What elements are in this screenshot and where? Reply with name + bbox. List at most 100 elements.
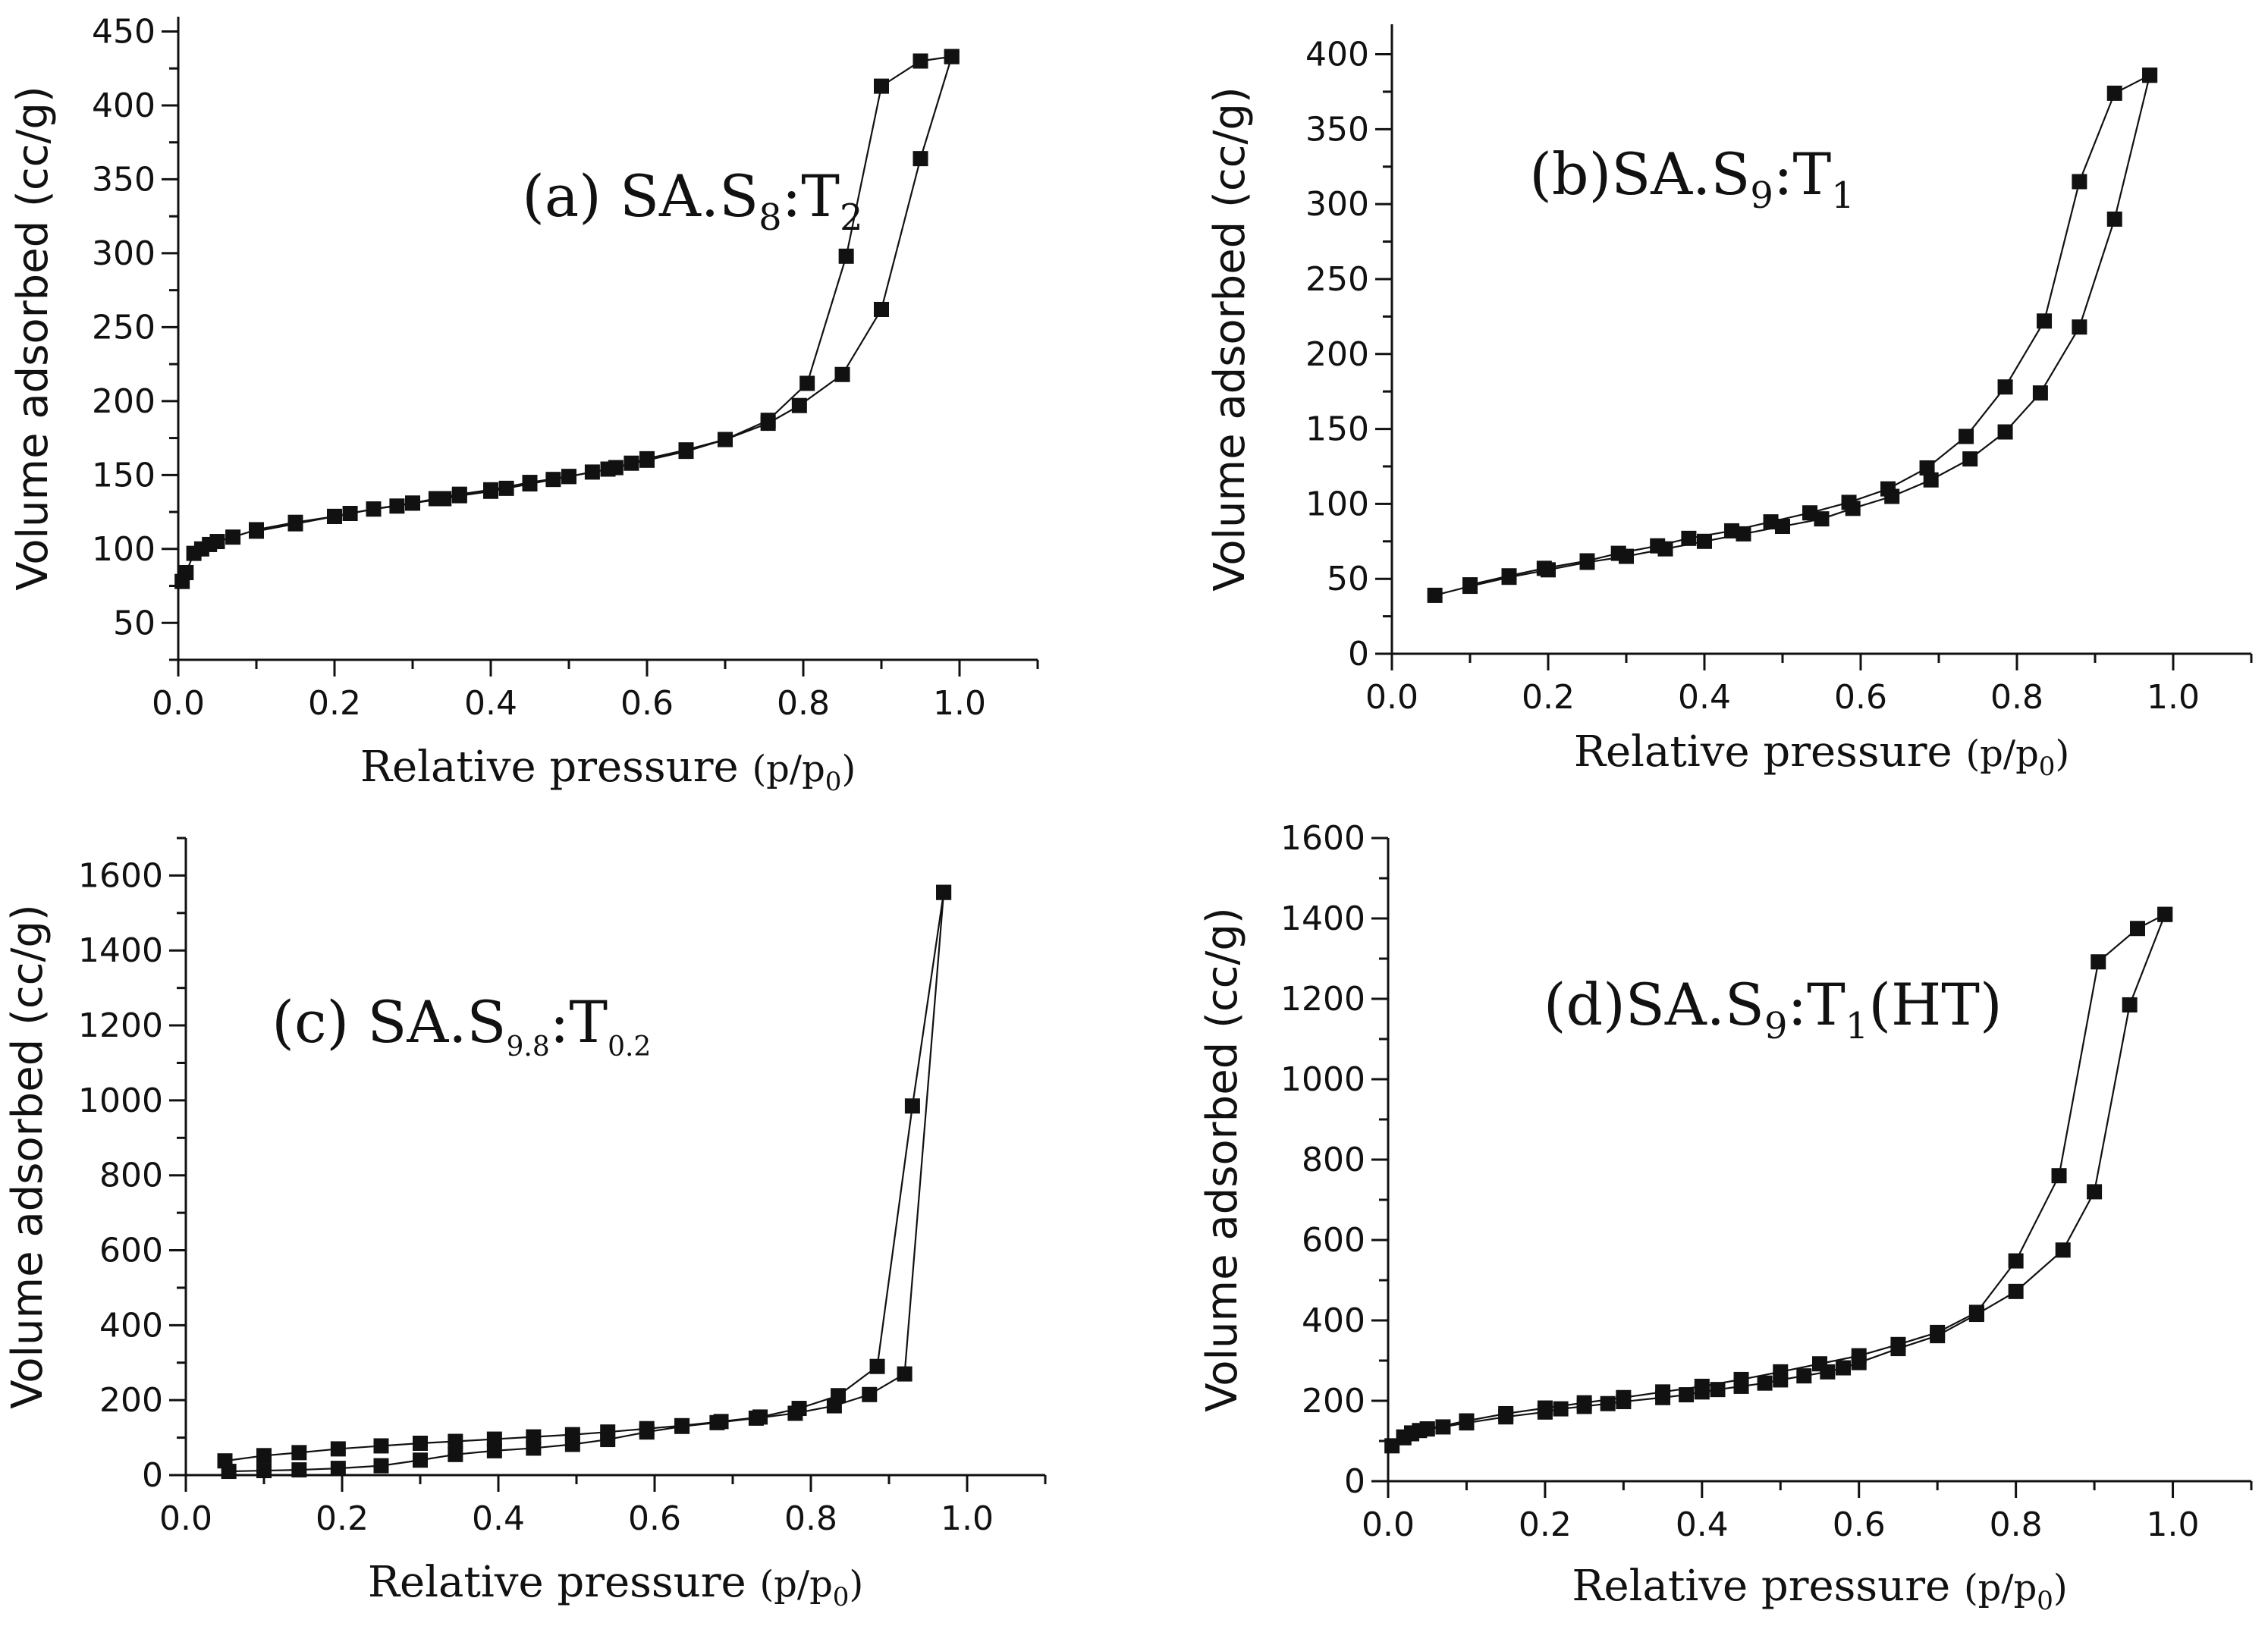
x-tick-label: 0.4 xyxy=(1678,678,1731,717)
title-tail: (HT) xyxy=(1868,971,2002,1038)
x-title-close: ) xyxy=(849,1563,863,1606)
y-tick-label: 0 xyxy=(142,1456,163,1495)
y-tick-label: 800 xyxy=(1302,1141,1365,1179)
x-title-main: Relative pressure xyxy=(1574,727,1966,777)
desorption-point xyxy=(291,1445,307,1461)
desorption-point xyxy=(913,53,928,69)
adsorption-point xyxy=(1962,451,1978,467)
x-axis-title: Relative pressure (p/p0) xyxy=(1572,1562,2067,1616)
desorption-point xyxy=(2008,1253,2024,1269)
y-axis-title: Volume adsorbed (cc/g) xyxy=(3,904,52,1408)
chart-panel-b: 0.0 0.2 0.4 0.6 0.8 1.0 0 50 100 150 200 250 300 350 4… xyxy=(1205,24,2253,782)
y-tick-label: 1400 xyxy=(78,931,163,970)
title-main: (c) SA.S xyxy=(272,988,506,1056)
y-tick-label: 1200 xyxy=(78,1006,163,1045)
y-tick-label: 200 xyxy=(1305,335,1369,374)
y-tick-label: 400 xyxy=(1305,36,1369,74)
adsorption-line xyxy=(228,892,945,1473)
x-title-paren: (p/p xyxy=(1964,1567,2037,1609)
y-tick-label: 800 xyxy=(99,1157,163,1195)
desorption-point xyxy=(2091,954,2106,970)
desorption-point xyxy=(1841,494,1857,510)
adsorption-point xyxy=(1553,1401,1569,1417)
y-tick-label: 200 xyxy=(1302,1382,1365,1421)
adsorption-point xyxy=(373,1458,389,1474)
desorption-point xyxy=(2157,906,2173,922)
y-tick-label: 400 xyxy=(92,86,155,125)
desorption-point xyxy=(1851,1348,1867,1364)
desorption-point xyxy=(1576,1395,1592,1411)
x-tick-label: 1.0 xyxy=(941,1499,994,1538)
y-tick-label: 1600 xyxy=(78,856,163,895)
y-tick-label: 350 xyxy=(1305,110,1369,149)
desorption-point xyxy=(1419,1421,1435,1437)
y-axis-title: Volume adsorbed (cc/g) xyxy=(1198,907,1247,1411)
x-tick-label: 0.2 xyxy=(316,1499,369,1538)
x-tick-label: 0.6 xyxy=(620,684,674,723)
y-tick-label: 0 xyxy=(1348,635,1369,673)
y-tick-label: 50 xyxy=(113,604,155,642)
title-main: (a) SA.S xyxy=(522,162,759,230)
desorption-point xyxy=(718,432,733,447)
desorption-point xyxy=(799,375,815,391)
x-title-close: ) xyxy=(841,748,856,790)
desorption-point xyxy=(483,482,498,498)
desorption-point xyxy=(526,1429,542,1445)
x-title-close: ) xyxy=(2053,1567,2068,1609)
desorption-point xyxy=(217,1453,233,1469)
title-subscript-1: 9.8 xyxy=(507,1031,550,1063)
desorption-point xyxy=(944,49,960,64)
chart-panel-a: 0.0 0.2 0.4 0.6 0.8 1.0 50 100 150 200 250 300 350 40… xyxy=(8,12,1039,797)
y-tick-label: 1000 xyxy=(78,1081,163,1120)
adsorption-point xyxy=(178,564,194,580)
adsorption-point xyxy=(209,534,225,550)
x-axis-title: Relative pressure (p/p0) xyxy=(1574,727,2069,782)
adsorption-point xyxy=(1775,519,1790,535)
desorption-point xyxy=(1812,1356,1827,1372)
desorption-point xyxy=(2051,1168,2067,1184)
desorption-line xyxy=(1403,913,2166,1439)
desorption-point xyxy=(869,1358,885,1374)
desorption-point xyxy=(428,491,444,507)
adsorption-point xyxy=(2087,1184,2103,1200)
x-tick-label: 0.8 xyxy=(777,684,830,723)
y-tick-label: 1200 xyxy=(1280,980,1365,1019)
desorption-point xyxy=(1536,560,1552,576)
x-tick-label: 0.8 xyxy=(1990,678,2043,717)
adsorption-point xyxy=(1997,424,2013,440)
adsorption-point xyxy=(2055,1242,2071,1258)
desorption-line xyxy=(256,55,952,532)
title-mid: :T xyxy=(550,988,608,1056)
adsorption-point xyxy=(1796,1368,1812,1384)
desorption-point xyxy=(405,495,420,511)
desorption-point xyxy=(1459,1413,1475,1429)
desorption-point xyxy=(600,461,616,477)
adsorption-point xyxy=(1697,533,1712,549)
y-tick-label: 1600 xyxy=(1280,819,1365,858)
x-tick-label: 0.2 xyxy=(308,684,361,723)
y-axis-title: Volume adsorbed (cc/g) xyxy=(8,86,58,590)
title-mid: :T xyxy=(782,162,840,230)
adsorption-point xyxy=(486,1443,502,1458)
adsorption-point xyxy=(1836,1360,1852,1376)
desorption-point xyxy=(838,248,854,264)
adsorption-point xyxy=(791,397,807,413)
adsorption-point xyxy=(1814,511,1830,527)
y-tick-label: 200 xyxy=(99,1381,163,1420)
y-tick-label: 300 xyxy=(92,234,155,273)
y-tick-label: 200 xyxy=(92,382,155,421)
x-tick-label: 0.6 xyxy=(1834,678,1887,717)
desorption-point xyxy=(2129,921,2145,937)
y-tick-label: 600 xyxy=(1302,1221,1365,1260)
title-subscript-1: 8 xyxy=(759,196,782,239)
adsorption-point xyxy=(2106,211,2122,227)
desorption-point xyxy=(936,884,952,900)
desorption-point xyxy=(330,1441,346,1457)
title-subscript-1: 9 xyxy=(1750,174,1773,217)
adsorption-point xyxy=(874,301,889,317)
desorption-point xyxy=(2072,174,2087,190)
adsorption-point xyxy=(256,1463,272,1479)
desorption-point xyxy=(1501,568,1517,584)
desorption-point xyxy=(1655,1384,1671,1400)
desorption-point xyxy=(256,1448,272,1464)
